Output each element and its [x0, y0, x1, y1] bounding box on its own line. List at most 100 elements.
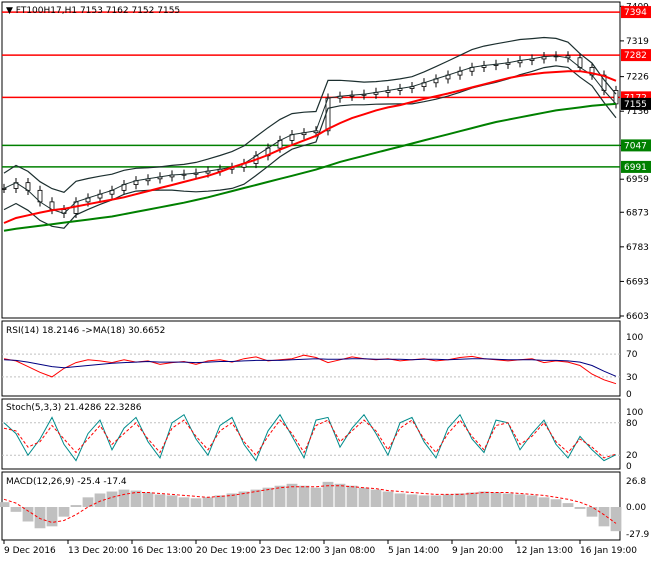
axis-layer: 7409731972267136704769596873678366936603…: [3, 2, 651, 556]
macd-hist-bar: [334, 483, 346, 507]
macd-hist-bar: [118, 489, 130, 507]
macd-hist-bar: [478, 491, 490, 507]
macd-hist-bar: [82, 497, 94, 507]
macd-hist-bar: [610, 507, 622, 532]
price-tag-7155: [621, 97, 651, 110]
time-tick-label: 13 Dec 20:00: [68, 546, 129, 556]
macd-hist-bar: [526, 495, 538, 507]
macd-layer: [0, 481, 622, 532]
macd-tick-label: 26.8: [626, 477, 646, 487]
upper-band: [3, 36, 617, 193]
macd-hist-bar: [514, 494, 526, 507]
macd-hist-bar: [166, 495, 178, 507]
macd-hist-bar: [310, 487, 322, 507]
macd-hist-bar: [274, 485, 286, 507]
macd-hist-bar: [22, 507, 34, 522]
time-tick-label: 16 Jan 19:00: [580, 546, 637, 556]
price-tag-6991: [621, 160, 651, 173]
macd-hist-bar: [586, 507, 598, 517]
middle-band: [3, 55, 617, 214]
macd-hist-bar: [418, 495, 430, 507]
time-tick-label: 5 Jan 14:00: [388, 546, 440, 556]
price-tick-label: 6873: [626, 208, 649, 218]
macd-hist-bar: [538, 497, 550, 507]
macd-hist-bar: [250, 489, 262, 507]
rsi-tick-label: 70: [626, 350, 638, 360]
macd-hist-bar: [406, 494, 418, 507]
rsi-label: RSI(14) 18.2146 ->MA(18) 30.6652: [6, 326, 165, 336]
price-layer: [1, 11, 620, 232]
price-pane: [1, 1, 621, 319]
macd-hist-bar: [238, 491, 250, 507]
macd-hist-bar: [502, 493, 514, 507]
macd-hist-bar: [598, 507, 610, 527]
price-tick-label: 7319: [626, 37, 649, 47]
price-tick-label: 6693: [626, 277, 649, 287]
stoch-tick-label: 0: [626, 462, 632, 472]
price-tick-label: 7136: [626, 107, 649, 117]
macd-hist-bar: [574, 507, 586, 509]
macd-hist-bar: [298, 485, 310, 507]
time-tick-label: 16 Dec 13:00: [132, 546, 193, 556]
rsi-line: [3, 354, 617, 385]
macd-hist-bar: [490, 492, 502, 507]
macd-hist-bar: [142, 492, 154, 507]
macd-hist-bar: [34, 507, 46, 529]
ma-slow-line: [3, 102, 617, 232]
rsi-tick-label: 0: [626, 390, 632, 400]
macd-hist-bar: [262, 487, 274, 507]
time-tick-label: 20 Dec 19:00: [196, 546, 257, 556]
price-tag-label: 7282: [624, 51, 647, 61]
stoch-tick-label: 80: [626, 419, 638, 429]
macd-tick-label: -27.9: [626, 530, 650, 540]
rsi-tick-label: 100: [626, 333, 643, 343]
macd-hist-bar: [190, 498, 202, 507]
price-tick-label: 6603: [626, 312, 649, 322]
macd-hist-bar: [106, 491, 118, 507]
price-tick-label: 7226: [626, 73, 649, 83]
time-tick-label: 9 Dec 2016: [4, 546, 56, 556]
time-tick-label: 12 Jan 13:00: [516, 546, 573, 556]
macd-hist-bar: [442, 494, 454, 507]
macd-hist-bar: [358, 487, 370, 507]
macd-hist-bar: [94, 493, 106, 507]
macd-hist-bar: [430, 495, 442, 507]
macd-hist-bar: [70, 505, 82, 507]
time-tick-label: 9 Jan 20:00: [452, 546, 504, 556]
stoch-tick-label: 100: [626, 408, 643, 418]
macd-hist-bar: [0, 502, 10, 507]
macd-hist-bar: [562, 503, 574, 507]
rsi-layer: [2, 353, 620, 385]
symbol-label: ▼ FT100H17,H1 7153 7162 7152 7155: [6, 6, 180, 16]
time-tick-label: 23 Dec 12:00: [260, 546, 321, 556]
price-tag-label: 7155: [624, 100, 647, 110]
macd-hist-bar: [214, 495, 226, 507]
price-tag-7282: [621, 49, 651, 62]
price-tag-7047: [621, 139, 651, 152]
macd-hist-bar: [394, 493, 406, 507]
macd-hist-bar: [10, 507, 22, 512]
macd-hist-bar: [226, 493, 238, 507]
rsi-tick-label: 30: [626, 373, 638, 383]
macd-hist-bar: [154, 494, 166, 507]
macd-hist-bar: [370, 489, 382, 507]
macd-hist-bar: [178, 497, 190, 507]
stoch-layer: [2, 413, 620, 462]
price-tag-7394: [621, 6, 651, 19]
macd-hist-bar: [346, 485, 358, 507]
stoch-signal-line: [3, 419, 617, 459]
macd-hist-bar: [322, 481, 334, 507]
price-tick-label: 6783: [626, 243, 649, 253]
price-tag-label: 6991: [624, 163, 647, 173]
ma-fast-line: [3, 70, 617, 224]
stoch-tick-label: 20: [626, 451, 638, 461]
price-candle: [1, 188, 7, 190]
macd-hist-bar: [454, 493, 466, 507]
price-tick-label: 6959: [626, 175, 649, 185]
macd-tick-label: 0.00: [626, 503, 646, 513]
macd-hist-bar: [58, 507, 70, 517]
macd-hist-bar: [382, 491, 394, 507]
stoch-label: Stoch(5,3,3) 21.4286 22.3286: [6, 403, 142, 413]
